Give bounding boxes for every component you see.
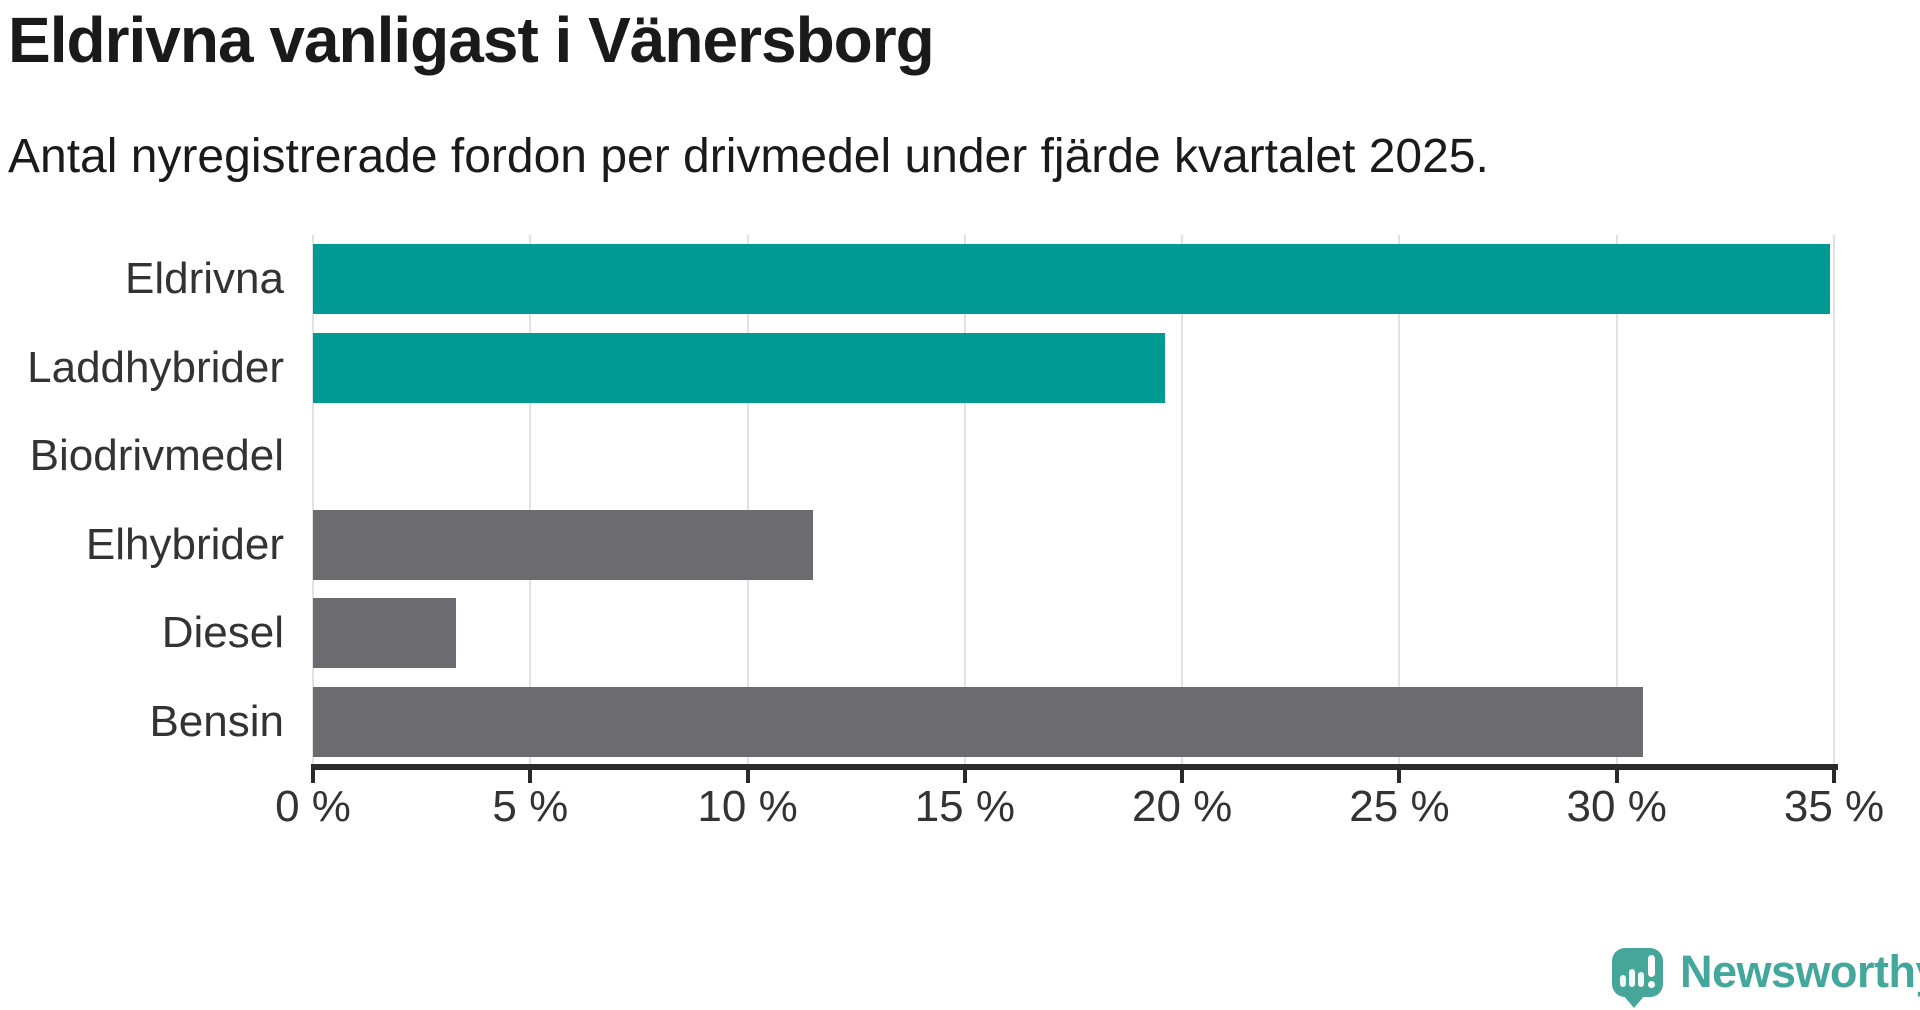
x-tick-25: [1397, 770, 1402, 783]
gridline-5: [529, 235, 532, 766]
x-tick-35: [1832, 770, 1836, 783]
x-tick-label-35: 35 %: [1783, 782, 1885, 831]
bar-laddhybrider: [313, 332, 1165, 403]
gridline-10: [746, 235, 749, 766]
x-tick-5: [528, 770, 533, 783]
chart-subtitle: Antal nyregistrerade fordon per drivmede…: [8, 130, 1489, 183]
x-tick-label-5: 5 %: [492, 782, 569, 831]
bar-diesel: [313, 598, 457, 669]
x-tick-0: [311, 770, 315, 783]
logo-exclamation-dot: [1648, 980, 1655, 988]
logo-chart-bar: [1620, 974, 1626, 987]
bar-bensin: [313, 686, 1643, 757]
x-axis-line: [311, 764, 1838, 770]
newsworthy-logo: Newsworthy: [1612, 946, 1920, 1008]
chart-title: Eldrivna vanligast i Vänersborg: [8, 4, 935, 76]
x-tick-label-15: 15 %: [914, 782, 1015, 831]
x-tick-20: [1180, 770, 1185, 783]
x-tick-label-20: 20 %: [1131, 782, 1233, 831]
gridline-30: [1615, 235, 1618, 766]
gridline-25: [1398, 235, 1401, 766]
category-label-eldrivna: Eldrivna: [125, 254, 284, 304]
category-label-biodrivmedel: Biodrivmedel: [29, 431, 284, 481]
newsworthy-logo-icon: [1612, 947, 1663, 1008]
newsworthy-logo-text: Newsworthy: [1680, 946, 1920, 997]
bar-elhybrider: [313, 509, 813, 580]
gridline-20: [1181, 235, 1184, 766]
category-label-diesel: Diesel: [161, 608, 284, 658]
gridline-0: [312, 235, 314, 766]
category-label-bensin: Bensin: [149, 696, 284, 746]
logo-chart-bar: [1629, 968, 1635, 987]
x-tick-label-0: 0 %: [275, 782, 351, 831]
x-tick-label-30: 30 %: [1566, 782, 1667, 831]
plot-area: [312, 235, 1835, 766]
category-label-elhybrider: Elhybrider: [85, 519, 284, 569]
x-tick-15: [962, 770, 967, 783]
gridline-35: [1833, 235, 1835, 766]
logo-chart-bar: [1638, 971, 1644, 987]
x-tick-10: [745, 770, 750, 783]
x-tick-30: [1614, 770, 1619, 783]
x-tick-label-25: 25 %: [1349, 782, 1450, 831]
logo-exclamation-bar: [1648, 954, 1655, 977]
gridline-15: [963, 235, 966, 766]
x-tick-label-10: 10 %: [697, 782, 798, 831]
category-label-laddhybrider: Laddhybrider: [27, 342, 284, 392]
bar-eldrivna: [313, 244, 1830, 315]
